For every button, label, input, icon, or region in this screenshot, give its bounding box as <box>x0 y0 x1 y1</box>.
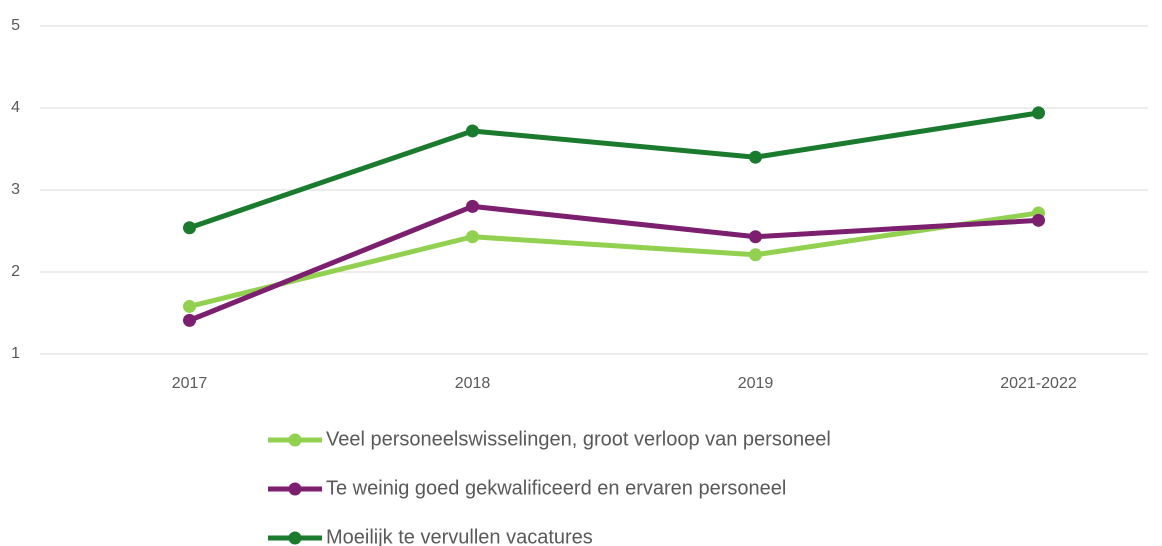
y-tick-label: 3 <box>11 181 20 198</box>
y-tick-label: 5 <box>11 17 20 34</box>
x-tick-label: 2019 <box>738 375 774 392</box>
data-point <box>183 313 196 327</box>
data-point <box>466 230 479 244</box>
legend-label: Veel personeelswisselingen, groot verloo… <box>326 428 831 450</box>
legend-marker <box>288 531 302 545</box>
data-point <box>749 230 762 244</box>
data-point <box>749 150 762 164</box>
legend-label: Te weinig goed gekwalificeerd en ervaren… <box>326 477 786 499</box>
series-line <box>188 110 1039 231</box>
data-point <box>466 124 479 138</box>
y-tick-label: 1 <box>11 345 20 362</box>
data-point <box>466 199 479 213</box>
data-point <box>183 299 196 313</box>
series-line <box>188 203 1039 323</box>
x-tick-label: 2021-2022 <box>1000 375 1077 392</box>
data-point <box>183 221 196 235</box>
data-point <box>1032 213 1045 227</box>
x-tick-label: 2017 <box>172 375 208 392</box>
series-line <box>188 210 1039 309</box>
y-tick-label: 2 <box>11 263 20 280</box>
data-point <box>1032 106 1045 120</box>
legend-marker <box>288 433 302 447</box>
data-point <box>749 248 762 262</box>
legend-marker <box>288 482 302 496</box>
legend-label: Moeilijk te vervullen vacatures <box>326 526 593 546</box>
x-tick-label: 2018 <box>455 375 491 392</box>
y-tick-label: 4 <box>11 99 20 116</box>
